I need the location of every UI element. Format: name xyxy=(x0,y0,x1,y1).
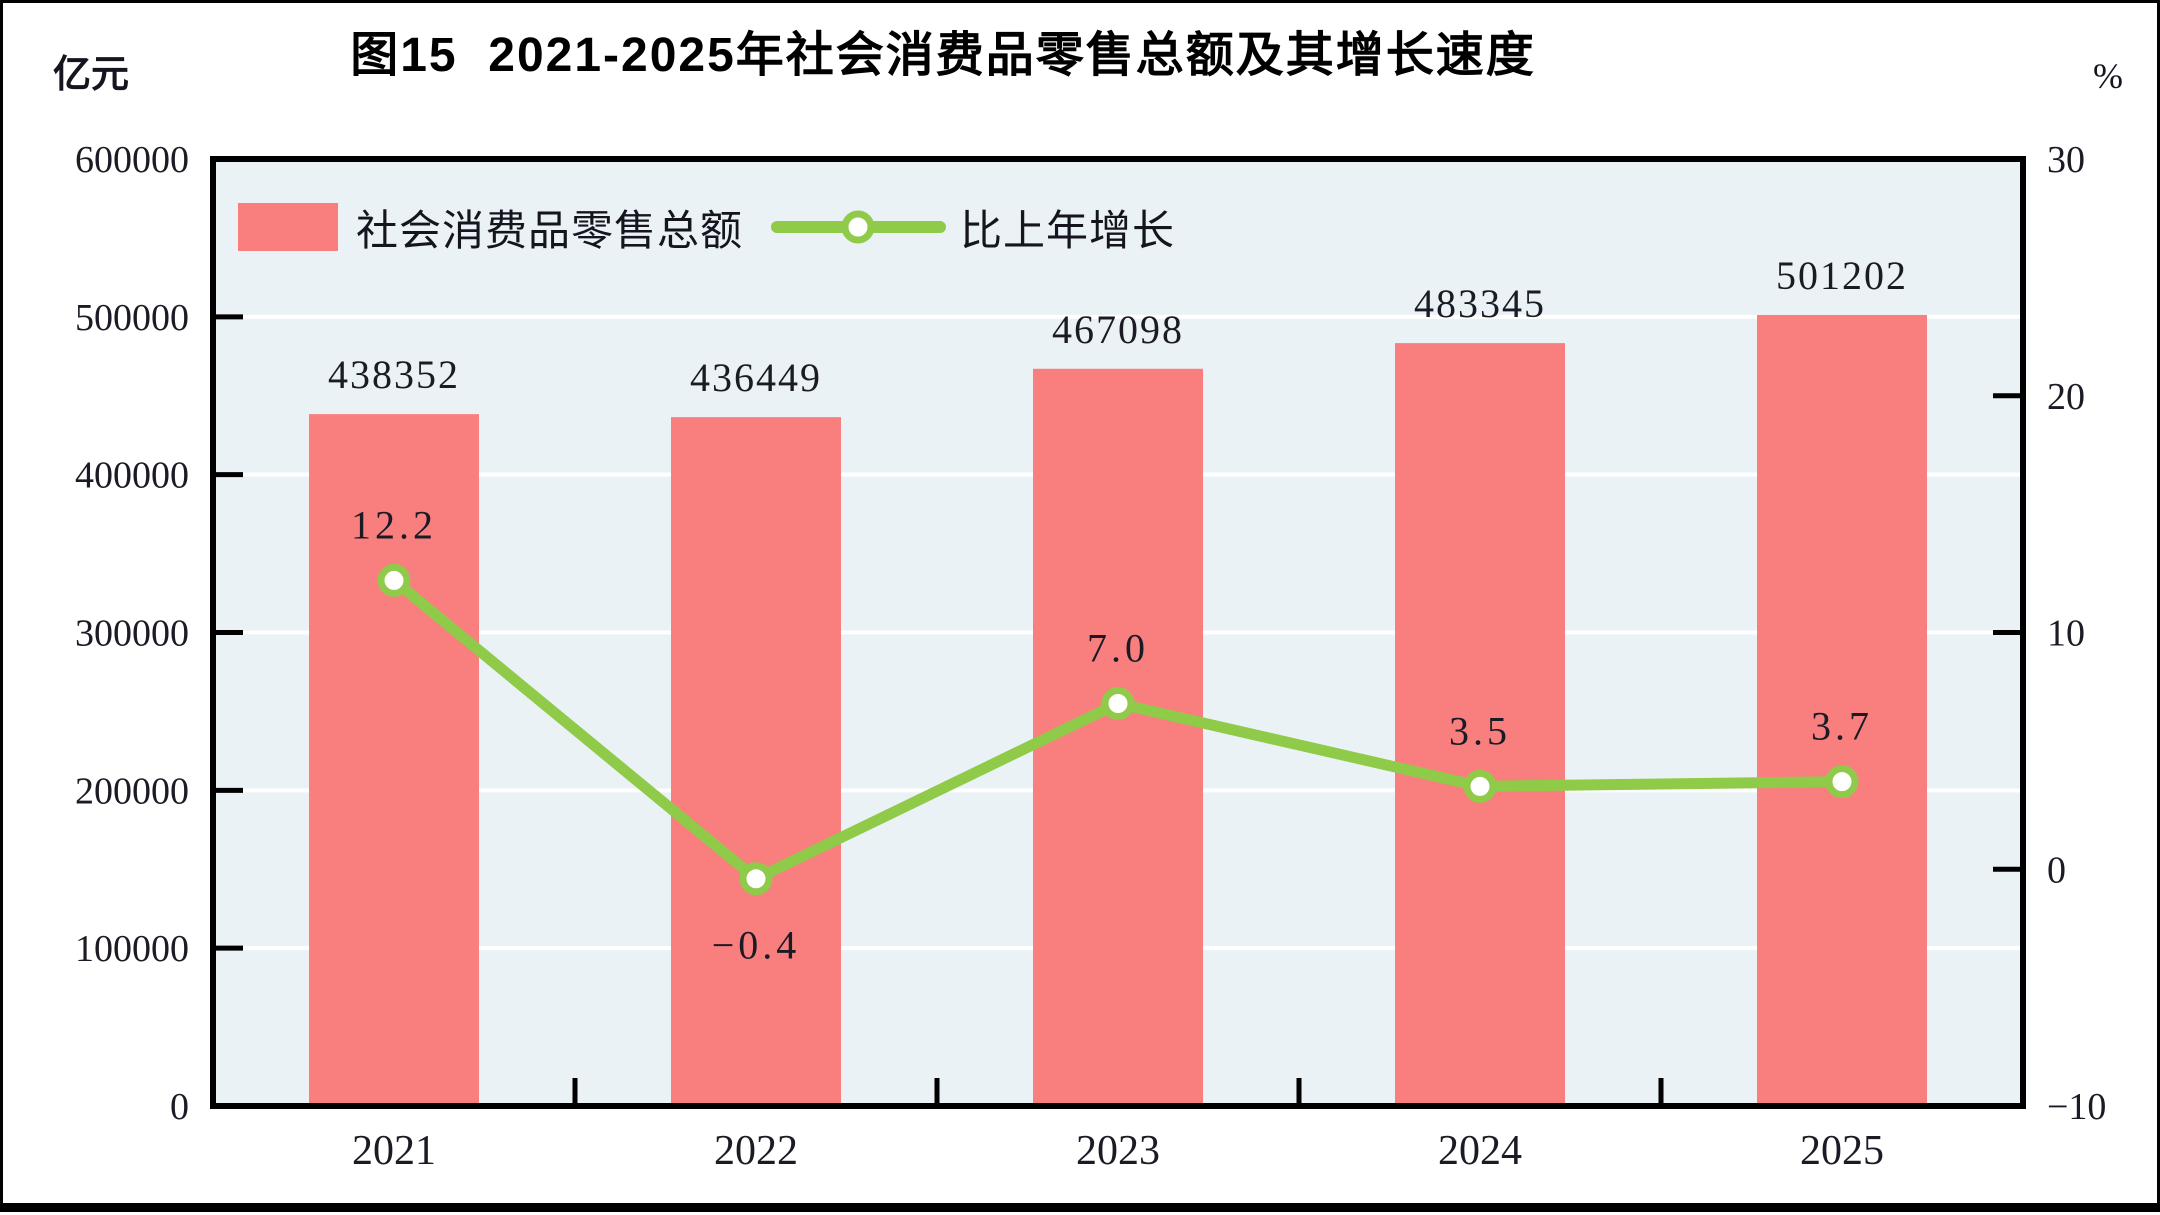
left-axis-label: 500000 xyxy=(75,297,189,339)
x-axis-label: 2021 xyxy=(352,1128,436,1174)
line-value-label: 3.7 xyxy=(1811,704,1873,749)
chart-title: 图15 2021-2025年社会消费品零售总额及其增长速度 xyxy=(350,29,1536,82)
bar-2021 xyxy=(309,414,479,1107)
line-marker-2025 xyxy=(1825,765,1859,799)
right-axis-label: 30 xyxy=(2047,139,2085,181)
line-marker-2021 xyxy=(377,563,411,597)
line-marker-2022 xyxy=(739,862,773,896)
line-value-label: 3.5 xyxy=(1449,708,1511,753)
line-series-sample-icon xyxy=(771,210,947,244)
line-value-label: 12.2 xyxy=(351,502,437,547)
bar-value-label: 436449 xyxy=(690,355,822,400)
line-marker-2024 xyxy=(1463,769,1497,803)
right-axis-unit-label: % xyxy=(2093,56,2123,96)
x-axis-label: 2022 xyxy=(714,1128,798,1174)
right-axis-label: 10 xyxy=(2047,613,2085,655)
left-axis-label: 300000 xyxy=(75,613,189,655)
left-axis-unit-label: 亿元 xyxy=(53,54,130,96)
bar-2023 xyxy=(1033,368,1203,1106)
bar-value-label: 483345 xyxy=(1414,281,1546,326)
right-axis-label: −10 xyxy=(2047,1086,2106,1128)
bar-2022 xyxy=(671,417,841,1106)
legend-item-bar: 社会消费品零售总额 xyxy=(238,197,743,258)
left-axis-label: 600000 xyxy=(75,139,189,181)
line-value-label: 7.0 xyxy=(1087,626,1149,671)
left-axis-label: 100000 xyxy=(75,928,189,970)
line-marker-2023 xyxy=(1101,687,1135,721)
bar-value-label: 467098 xyxy=(1052,307,1184,352)
legend: 社会消费品零售总额 比上年增长 xyxy=(238,201,1175,255)
line-value-label: −0.4 xyxy=(712,923,801,968)
chart-canvas: 438352 436449 467098 483345 501202 12.2 −0.4 7.… xyxy=(75,139,2106,1174)
right-axis-label: 0 xyxy=(2047,849,2066,891)
legend-item-line: 比上年增长 xyxy=(743,197,1175,258)
bar-series-swatch xyxy=(238,203,338,251)
right-axis-label: 20 xyxy=(2047,376,2085,418)
x-axis-label: 2025 xyxy=(1800,1128,1884,1174)
bar-2024 xyxy=(1395,343,1565,1106)
bar-2025 xyxy=(1757,314,1927,1107)
plot-border xyxy=(210,156,2026,1109)
left-axis-label: 200000 xyxy=(75,770,189,812)
bar-series-label: 社会消费品零售总额 xyxy=(356,208,744,255)
bar-value-label: 501202 xyxy=(1776,253,1908,298)
x-axis-label: 2024 xyxy=(1438,1128,1522,1174)
line-series-label: 比上年增长 xyxy=(960,208,1176,255)
bar-value-label: 438352 xyxy=(328,352,460,397)
x-axis-label: 2023 xyxy=(1076,1128,1160,1174)
left-axis-label: 0 xyxy=(170,1086,189,1128)
left-axis-label: 400000 xyxy=(75,455,189,497)
